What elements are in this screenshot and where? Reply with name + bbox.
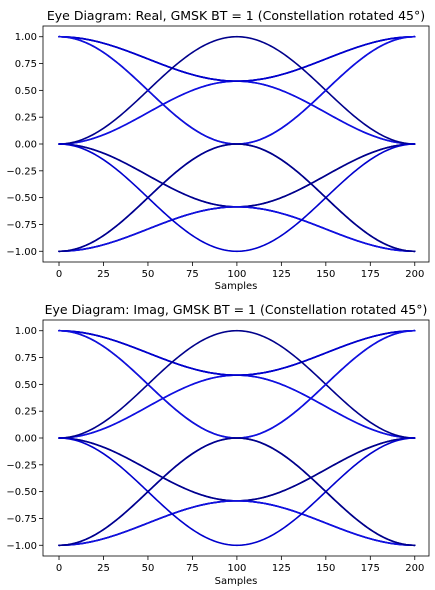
eye-trace	[58, 143, 416, 253]
eye-trace	[58, 329, 416, 376]
eye-trace	[58, 35, 416, 145]
eye-diagram-imag: Eye Diagram: Imag, GMSK BT = 1 (Constell…	[6, 302, 430, 587]
eye-trace	[58, 80, 416, 145]
x-axis: 0 25 50 75 100 125 150 175 200	[56, 556, 424, 574]
eye-trace	[58, 143, 416, 253]
eye-trace	[58, 437, 416, 547]
y-tick-label: −0.50	[6, 193, 37, 204]
y-tick-label: −0.75	[6, 220, 37, 231]
x-axis: 0 25 50 75 100 125 150 175 200	[56, 262, 424, 280]
x-axis-label: Samples	[215, 576, 258, 587]
eye-trace	[58, 35, 416, 145]
eye-trace	[58, 35, 416, 82]
x-tick-label: 75	[186, 563, 199, 574]
trace-group	[58, 35, 416, 253]
eye-trace	[58, 437, 416, 547]
eye-trace	[58, 143, 416, 253]
eye-trace	[58, 143, 416, 208]
x-tick-label: 125	[272, 563, 291, 574]
eye-trace	[58, 329, 416, 439]
y-tick-label: 0.75	[15, 353, 37, 364]
eye-trace	[58, 374, 416, 439]
eye-diagram-real: Eye Diagram: Real, GMSK BT = 1 (Constell…	[6, 8, 430, 292]
trace-group	[58, 329, 416, 547]
eye-trace	[58, 329, 416, 439]
x-tick-label: 100	[227, 563, 246, 574]
y-tick-label: −1.00	[6, 541, 37, 552]
x-tick-label: 150	[316, 563, 335, 574]
y-axis: 1.00 0.75 0.50 0.25 0.00 −0.25 −0.50 −0.75 −1.00	[6, 32, 43, 258]
eye-trace	[58, 329, 416, 439]
x-tick-label: 100	[227, 269, 246, 280]
eye-trace	[58, 437, 416, 502]
x-tick-label: 25	[97, 269, 110, 280]
x-tick-label: 175	[361, 269, 380, 280]
x-tick-label: 50	[142, 563, 155, 574]
x-tick-label: 25	[97, 563, 110, 574]
y-tick-label: 0.00	[15, 434, 37, 445]
eye-trace	[58, 329, 416, 439]
y-tick-label: 0.50	[15, 86, 37, 97]
x-tick-label: 0	[56, 563, 62, 574]
eye-trace	[58, 35, 416, 145]
y-tick-label: −0.75	[6, 514, 37, 525]
x-tick-label: 50	[142, 269, 155, 280]
y-tick-label: −1.00	[6, 247, 37, 258]
x-tick-label: 200	[405, 563, 424, 574]
x-axis-label: Samples	[215, 281, 258, 292]
x-tick-label: 150	[316, 269, 335, 280]
y-axis: 1.00 0.75 0.50 0.25 0.00 −0.25 −0.50 −0.75 −1.00	[6, 326, 43, 552]
y-tick-label: 0.25	[15, 113, 37, 124]
chart-title: Eye Diagram: Imag, GMSK BT = 1 (Constell…	[45, 302, 428, 317]
eye-trace	[58, 437, 416, 547]
y-tick-label: −0.50	[6, 487, 37, 498]
x-tick-label: 200	[405, 269, 424, 280]
y-tick-label: −0.25	[6, 460, 37, 471]
eye-trace	[58, 206, 416, 253]
x-tick-label: 175	[361, 563, 380, 574]
y-tick-label: 0.25	[15, 407, 37, 418]
eye-trace	[58, 500, 416, 547]
y-tick-label: 1.00	[15, 32, 37, 43]
x-tick-label: 125	[272, 269, 291, 280]
y-tick-label: 0.75	[15, 59, 37, 70]
eye-trace	[58, 143, 416, 253]
y-tick-label: 0.00	[15, 140, 37, 151]
x-tick-label: 75	[186, 269, 199, 280]
eye-trace	[58, 35, 416, 145]
eye-trace	[58, 437, 416, 547]
y-tick-label: −0.25	[6, 166, 37, 177]
y-tick-label: 0.50	[15, 380, 37, 391]
chart-title: Eye Diagram: Real, GMSK BT = 1 (Constell…	[47, 8, 425, 23]
x-tick-label: 0	[56, 269, 62, 280]
y-tick-label: 1.00	[15, 326, 37, 337]
